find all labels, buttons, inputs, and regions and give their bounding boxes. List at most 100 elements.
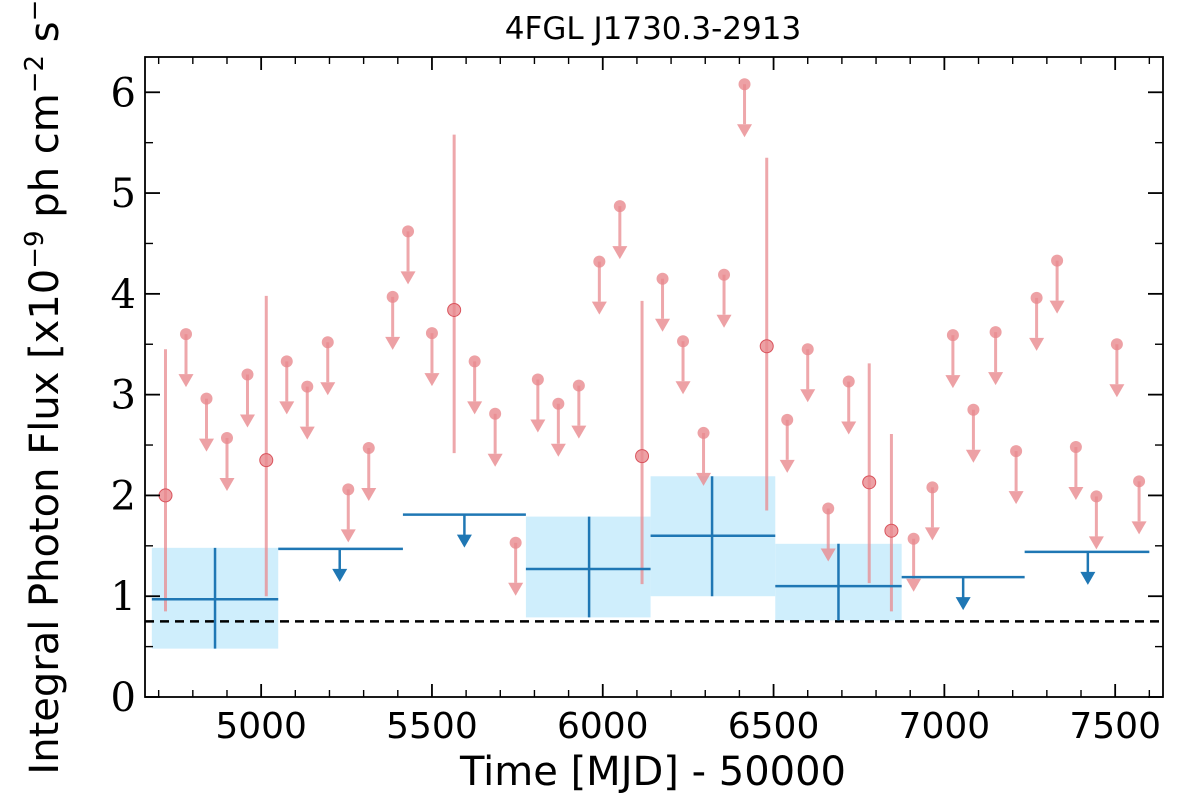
fine-upper-limit-point bbox=[822, 502, 835, 515]
fine-upper-limit-arrow bbox=[906, 578, 922, 592]
fine-upper-limit-arrow bbox=[487, 453, 503, 467]
fine-upper-limit-arrow bbox=[1088, 536, 1104, 550]
fine-upper-limit-point bbox=[613, 200, 626, 213]
fine-upper-limit-arrow bbox=[1131, 521, 1147, 535]
fine-detection-point bbox=[884, 523, 899, 538]
fine-upper-limit-point bbox=[1069, 441, 1082, 454]
fine-upper-limit-point bbox=[572, 379, 585, 392]
fine-upper-limit-arrow bbox=[1049, 300, 1065, 314]
fine-upper-limit-point bbox=[280, 355, 293, 368]
fine-upper-limit-point bbox=[1110, 338, 1123, 351]
fine-upper-limit-point bbox=[552, 397, 565, 410]
fine-upper-limit-arrow bbox=[1068, 487, 1084, 501]
x-tick-label: 6000 bbox=[557, 706, 649, 747]
fine-upper-limit-arrow bbox=[424, 373, 440, 387]
x-tick-label: 6500 bbox=[728, 706, 820, 747]
fine-upper-limit-arrow bbox=[924, 527, 940, 541]
x-tick-label: 5500 bbox=[386, 706, 478, 747]
y-label-exponent: −1 bbox=[20, 0, 50, 21]
fine-upper-limit-arrow bbox=[612, 246, 628, 260]
y-label-part: Integral Photon Flux [x10 bbox=[22, 269, 68, 775]
fine-detection-point bbox=[447, 302, 462, 317]
fine-upper-limit-point bbox=[386, 290, 399, 303]
fine-upper-limit-point bbox=[738, 78, 751, 91]
fine-upper-limit-point bbox=[402, 225, 415, 238]
fine-upper-limit-arrow bbox=[550, 443, 566, 457]
fine-upper-limit-arrow bbox=[779, 459, 795, 473]
fine-upper-limit-point bbox=[468, 355, 481, 368]
fine-upper-limit-point bbox=[1030, 291, 1043, 304]
fine-upper-limit-point bbox=[241, 368, 254, 381]
fine-upper-limit-point bbox=[489, 407, 502, 420]
fine-upper-limit-arrow bbox=[820, 548, 836, 562]
y-label-part: ph cm bbox=[22, 93, 68, 230]
fine-upper-limit-arrow bbox=[800, 389, 816, 403]
fine-upper-limit-point bbox=[179, 328, 192, 341]
fine-upper-limit-point bbox=[842, 375, 855, 388]
fine-bins-layer bbox=[158, 78, 1147, 612]
fine-upper-limit-point bbox=[697, 426, 710, 439]
fine-detection-point bbox=[759, 339, 774, 354]
coarse-upper-limit-arrow bbox=[456, 534, 472, 548]
fine-upper-limit-point bbox=[1010, 445, 1023, 458]
y-axis-label: Integral Photon Flux [x10−9 ph cm−2 s−1] bbox=[20, 0, 68, 775]
fine-detection-point bbox=[635, 449, 650, 464]
fine-upper-limit-arrow bbox=[320, 382, 336, 396]
fine-upper-limit-point bbox=[1133, 475, 1146, 488]
fine-upper-limit-arrow bbox=[571, 425, 587, 439]
fine-upper-limit-point bbox=[200, 392, 213, 405]
x-tick-label: 7000 bbox=[899, 706, 991, 747]
fine-upper-limit-arrow bbox=[239, 414, 255, 428]
fine-upper-limit-arrow bbox=[965, 449, 981, 463]
fine-upper-limit-point bbox=[946, 329, 959, 342]
fine-upper-limit-arrow bbox=[219, 477, 235, 491]
fine-upper-limit-point bbox=[801, 343, 814, 356]
coarse-bins-layer bbox=[151, 476, 1150, 649]
fine-upper-limit-point bbox=[677, 335, 690, 348]
fine-upper-limit-arrow bbox=[530, 419, 546, 433]
x-tick-label: 5000 bbox=[215, 706, 307, 747]
fine-upper-limit-point bbox=[781, 413, 794, 426]
x-tick-label: 7500 bbox=[1069, 706, 1161, 747]
fine-upper-limit-arrow bbox=[1008, 491, 1024, 505]
y-tick-label: 4 bbox=[111, 272, 136, 318]
fine-upper-limit-point bbox=[425, 327, 438, 340]
axes-layer: 5000 5500 6000 6500 7000 7500 0 1 2 3 4 5 6 bbox=[111, 56, 1164, 747]
fine-detection-point bbox=[259, 453, 274, 468]
fine-upper-limit-point bbox=[967, 403, 980, 416]
chart-title: 4FGL J1730.3-2913 bbox=[505, 11, 801, 47]
fine-upper-limit-point bbox=[656, 272, 669, 285]
fine-upper-limit-point bbox=[321, 336, 334, 349]
fine-upper-limit-arrow bbox=[508, 582, 524, 596]
fine-upper-limit-point bbox=[1051, 254, 1064, 267]
fine-upper-limit-arrow bbox=[467, 401, 483, 415]
fine-upper-limit-arrow bbox=[945, 375, 961, 389]
fine-upper-limit-point bbox=[1090, 490, 1103, 503]
fine-upper-limit-arrow bbox=[385, 336, 401, 350]
fine-upper-limit-point bbox=[220, 431, 233, 444]
fine-upper-limit-arrow bbox=[279, 401, 295, 415]
bands-layer bbox=[151, 476, 902, 649]
fine-upper-limit-arrow bbox=[591, 301, 607, 315]
fine-upper-limit-point bbox=[531, 373, 544, 386]
coarse-upper-limit-arrow bbox=[1080, 571, 1096, 585]
y-tick-label: 3 bbox=[111, 373, 136, 419]
fine-upper-limit-arrow bbox=[178, 374, 194, 388]
fine-upper-limit-point bbox=[926, 481, 939, 494]
fine-upper-limit-arrow bbox=[841, 421, 857, 435]
fine-upper-limit-arrow bbox=[737, 124, 753, 138]
coarse-upper-limit-arrow bbox=[332, 568, 348, 582]
y-tick-label: 5 bbox=[111, 171, 136, 217]
fine-upper-limit-point bbox=[718, 268, 731, 281]
fine-upper-limit-arrow bbox=[340, 529, 356, 543]
fine-upper-limit-arrow bbox=[988, 372, 1004, 386]
y-label-part: s bbox=[22, 21, 68, 55]
fine-detection-point bbox=[862, 475, 877, 490]
fine-upper-limit-point bbox=[907, 532, 920, 545]
fine-upper-limit-arrow bbox=[1029, 337, 1045, 351]
fine-upper-limit-point bbox=[342, 483, 355, 496]
fine-upper-limit-arrow bbox=[655, 318, 671, 332]
y-label-exponent: −9 bbox=[20, 230, 50, 268]
y-label-exponent: −2 bbox=[20, 55, 50, 93]
